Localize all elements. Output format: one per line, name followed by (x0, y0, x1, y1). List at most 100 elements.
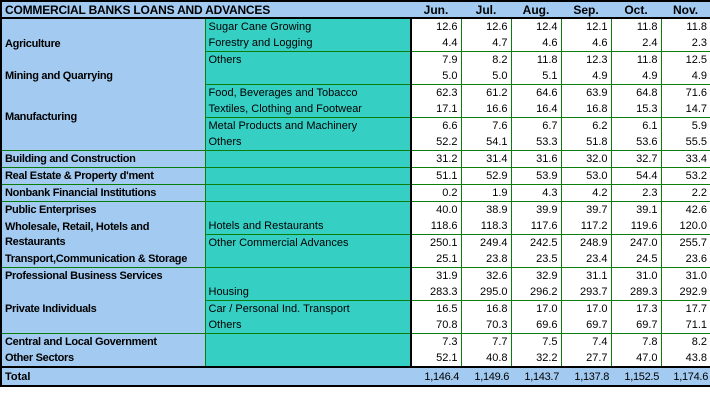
value-cell: 250.1 (411, 234, 462, 251)
value-cell: 54.4 (611, 167, 662, 185)
subcategory-cell (205, 267, 413, 284)
value-cell: 11.8 (511, 51, 562, 68)
total-value-cell: 1,143.7 (511, 366, 562, 386)
category-cell: Private Individuals (1, 284, 206, 334)
value-cell: 295.0 (461, 284, 512, 301)
value-cell: 12.3 (561, 51, 612, 68)
table-title: COMMERCIAL BANKS LOANS AND ADVANCES (1, 1, 412, 19)
value-cell: 32.7 (611, 150, 662, 168)
value-cell: 23.8 (461, 251, 512, 268)
total-value-cell: 1,152.5 (611, 366, 662, 386)
value-cell: 53.9 (511, 167, 562, 185)
value-cell: 16.8 (461, 300, 512, 317)
value-cell: 71.1 (661, 317, 710, 334)
table-row: Nonbank Financial Institutions 0.2 1.9 4.3 4… (1, 184, 710, 202)
table-header: COMMERCIAL BANKS LOANS AND ADVANCES Jun.… (1, 1, 710, 19)
value-cell: 31.6 (511, 150, 562, 168)
category-cell: Public Enterprises (1, 201, 206, 218)
table-row: Transport,Communication & Storage 25.1 23.… (1, 251, 710, 268)
value-cell: 12.6 (461, 18, 512, 35)
value-cell: 6.6 (411, 117, 462, 134)
table-row: Private Individuals Housing 283.3 295.0 296.… (1, 284, 710, 334)
value-cell: 4.2 (561, 184, 612, 202)
value-cell: 283.3 (411, 284, 462, 301)
subcategory-cell: Others (205, 51, 413, 68)
value-cell: 16.6 (461, 101, 512, 118)
value-cell: 31.0 (661, 267, 710, 284)
subcategory-cell: Other Commercial Advances (205, 234, 413, 251)
value-cell: 70.8 (411, 317, 462, 334)
value-cell: 43.8 (661, 350, 710, 367)
value-cell: 40.0 (411, 201, 462, 218)
value-cell: 242.5 (511, 234, 562, 251)
value-cell: 7.5 (511, 333, 562, 350)
value-cell: 23.5 (511, 251, 562, 268)
subcategory-cell (205, 333, 413, 350)
value-cell: 64.8 (611, 84, 662, 101)
table-row: Central and Local Government 7.3 7.7 7.5 7.4… (1, 333, 710, 350)
value-cell: 289.3 (611, 284, 662, 301)
value-cell: 7.4 (561, 333, 612, 350)
value-cell: 17.0 (511, 300, 562, 317)
table-row: Mining and Quarrying 5.0 5.0 5.1 4.9 4.9 4.9 (1, 68, 710, 85)
value-cell: 1.9 (461, 184, 512, 202)
subcategory-cell: Housing (205, 284, 413, 301)
category-cell: Real Estate & Property d'ment (1, 167, 206, 185)
category-cell: Mining and Quarrying (1, 68, 206, 85)
value-cell: 248.9 (561, 234, 612, 251)
value-cell: 47.0 (611, 350, 662, 367)
value-cell: 4.9 (661, 68, 710, 85)
value-cell: 51.1 (411, 167, 462, 185)
value-cell: 2.3 (611, 184, 662, 202)
total-value-cell: 1,146.4 (411, 366, 462, 386)
table-row: Others 52.2 54.1 53.3 51.8 53.6 55.5 (1, 134, 710, 151)
value-cell: 4.3 (511, 184, 562, 202)
value-cell: 16.8 (561, 101, 612, 118)
subcategory-cell (205, 201, 413, 218)
value-cell: 31.1 (561, 267, 612, 284)
value-cell: 69.7 (561, 317, 612, 334)
value-cell: 293.7 (561, 284, 612, 301)
value-cell: 296.2 (511, 284, 562, 301)
value-cell: 31.0 (611, 267, 662, 284)
value-cell: 4.7 (461, 35, 512, 52)
value-cell: 8.2 (461, 51, 512, 68)
value-cell: 70.3 (461, 317, 512, 334)
value-cell: 39.1 (611, 201, 662, 218)
table-row: Metal Products and Machinery 6.6 7.6 6.7 6.2… (1, 117, 710, 134)
value-cell: 23.4 (561, 251, 612, 268)
value-cell: 120.0 (661, 218, 710, 235)
value-cell: 292.9 (661, 284, 710, 301)
value-cell: 8.2 (661, 333, 710, 350)
table-row: Textiles, Clothing and Footwear 17.1 16.6 1… (1, 101, 710, 118)
value-cell: 7.7 (461, 333, 512, 350)
subcategory-cell: Metal Products and Machinery (205, 117, 413, 134)
value-cell: 6.1 (611, 117, 662, 134)
value-cell: 12.4 (511, 18, 562, 35)
subcategory-cell: Car / Personal Ind. Transport (205, 300, 413, 317)
value-cell: 117.6 (511, 218, 562, 235)
value-cell: 24.5 (611, 251, 662, 268)
loans-and-advances-table: COMMERCIAL BANKS LOANS AND ADVANCES Jun.… (0, 0, 710, 387)
subcategory-cell (205, 150, 413, 168)
loans-and-advances-table-container: COMMERCIAL BANKS LOANS AND ADVANCES Jun.… (0, 0, 710, 387)
value-cell: 31.4 (461, 150, 512, 168)
table-row: Professional Business Services 31.9 32.6 32… (1, 267, 710, 284)
value-cell: 64.6 (511, 84, 562, 101)
value-cell: 7.6 (461, 117, 512, 134)
category-cell: Professional Business Services (1, 267, 206, 284)
total-value-cell: 1,149.6 (461, 366, 512, 386)
value-cell: 32.0 (561, 150, 612, 168)
value-cell: 39.9 (511, 201, 562, 218)
value-cell: 0.2 (411, 184, 462, 202)
value-cell: 27.7 (561, 350, 612, 367)
value-cell: 40.8 (461, 350, 512, 367)
month-header-oct: Oct. (611, 1, 662, 19)
category-cell: Central and Local Government (1, 333, 206, 350)
value-cell: 5.0 (411, 68, 462, 85)
table-row: Building and Construction 31.2 31.4 31.6 32.… (1, 150, 710, 168)
subcategory-cell (205, 167, 413, 185)
value-cell: 255.7 (661, 234, 710, 251)
subcategory-cell: Others (205, 317, 413, 334)
value-cell: 17.0 (561, 300, 612, 317)
